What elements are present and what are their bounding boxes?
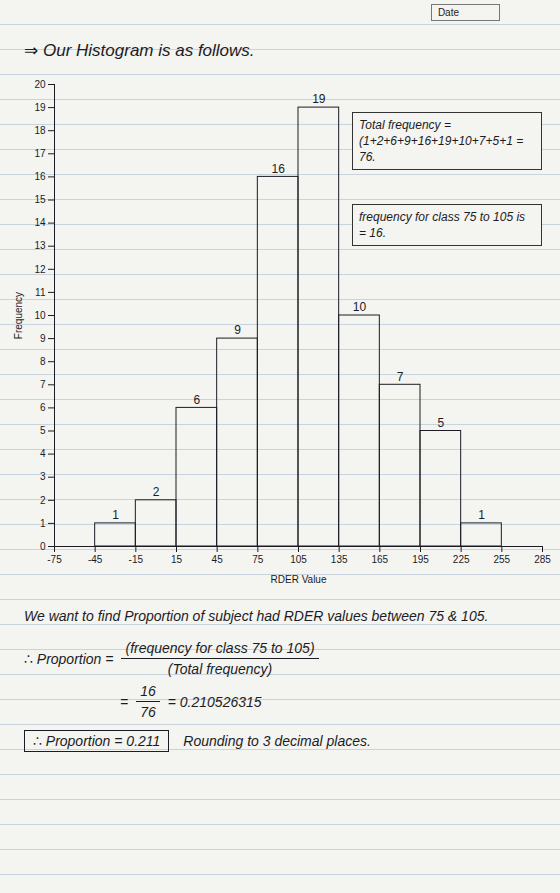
svg-text:19: 19 — [312, 92, 326, 106]
svg-text:Frequency: Frequency — [13, 292, 24, 339]
html-text:We want to find Proportion of: We want to find Proportion of subject ha… — [24, 608, 489, 624]
svg-text:15: 15 — [171, 554, 183, 565]
svg-text:-75: -75 — [47, 554, 62, 565]
svg-text:75: 75 — [252, 554, 264, 565]
svg-text:135: 135 — [331, 554, 348, 565]
svg-text:20: 20 — [34, 79, 46, 90]
svg-text:12: 12 — [34, 264, 46, 275]
svg-text:6: 6 — [40, 402, 46, 413]
svg-text:225: 225 — [453, 554, 470, 565]
svg-text:13: 13 — [34, 240, 46, 251]
html-text:Date: Date — [437, 7, 459, 18]
svg-text:16: 16 — [34, 171, 46, 182]
svg-text:1: 1 — [40, 518, 46, 529]
html-text:Total frequency = (1+2+6+9+16+: Total frequency = (1+2+6+9+16+19+10+7+5+… — [359, 118, 524, 164]
svg-text:2: 2 — [153, 485, 160, 499]
svg-text:-45: -45 — [88, 554, 103, 565]
svg-text:17: 17 — [34, 148, 46, 159]
svg-text:3: 3 — [40, 471, 46, 482]
svg-text:10: 10 — [34, 310, 46, 321]
svg-text:11: 11 — [35, 287, 46, 298]
svg-text:105: 105 — [290, 554, 307, 565]
svg-text:1: 1 — [478, 508, 485, 522]
svg-text:6: 6 — [193, 393, 200, 407]
svg-text:7: 7 — [40, 379, 46, 390]
svg-text:10: 10 — [353, 300, 367, 314]
svg-text:195: 195 — [412, 554, 429, 565]
svg-text:18: 18 — [34, 125, 46, 136]
html-text:= 0.210526315: = 0.210526315 — [167, 693, 262, 710]
svg-text:165: 165 — [371, 554, 388, 565]
html-text:frequency for class 75 to 105: frequency for class 75 to 105 is = 16. — [359, 210, 526, 240]
svg-text:8: 8 — [40, 356, 46, 367]
html-text:(Total frequency): (Total frequency) — [167, 661, 273, 677]
svg-text:45: 45 — [212, 554, 224, 565]
svg-text:5: 5 — [437, 416, 444, 430]
svg-text:255: 255 — [493, 554, 510, 565]
svg-text:1: 1 — [112, 508, 119, 522]
svg-text:9: 9 — [234, 323, 241, 337]
svg-text:9: 9 — [40, 333, 46, 344]
svg-text:0: 0 — [40, 541, 46, 552]
svg-text:14: 14 — [34, 217, 46, 228]
html-text:⇒ Our Histogram is as follows.: ⇒ Our Histogram is as follows. — [24, 41, 255, 60]
svg-text:285: 285 — [534, 554, 551, 565]
html-text:(frequency for class 75 to 105: (frequency for class 75 to 105) — [125, 640, 315, 656]
svg-text:7: 7 — [397, 370, 404, 384]
svg-text:2: 2 — [40, 495, 46, 506]
svg-text:16: 16 — [271, 162, 285, 176]
svg-text:4: 4 — [40, 448, 46, 459]
svg-text:15: 15 — [34, 194, 46, 205]
svg-text:RDER Value: RDER Value — [271, 574, 327, 585]
svg-text:19: 19 — [34, 102, 46, 113]
html-text:Rounding to 3 decimal places.: Rounding to 3 decimal places. — [183, 733, 371, 749]
html-text:∴ Proportion = 0.211: ∴ Proportion = 0.211 — [33, 733, 161, 749]
svg-text:-15: -15 — [129, 554, 144, 565]
svg-text:5: 5 — [40, 425, 46, 436]
html-text:∴ Proportion =: ∴ Proportion = — [24, 650, 114, 667]
html-text:16: 16 — [140, 683, 156, 699]
html-text:76: 76 — [140, 704, 156, 720]
